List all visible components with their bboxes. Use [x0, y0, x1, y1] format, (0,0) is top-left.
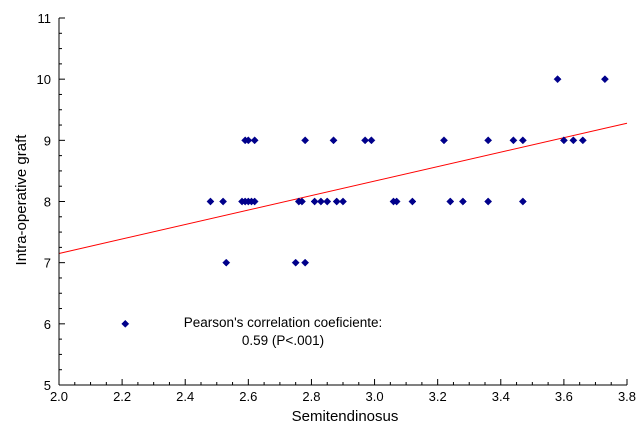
- data-point: [367, 136, 376, 145]
- data-point: [250, 197, 259, 206]
- data-point: [329, 136, 338, 145]
- x-tick-label: 3.4: [492, 389, 510, 404]
- x-tick-label: 3.0: [366, 389, 384, 404]
- data-point: [484, 136, 493, 145]
- y-axis-title: Intra-operative graft: [13, 134, 30, 266]
- data-point: [458, 197, 467, 206]
- data-point: [323, 197, 332, 206]
- data-point: [244, 136, 253, 145]
- data-point: [559, 136, 568, 145]
- y-tick-label: 5: [44, 378, 51, 393]
- data-point: [250, 136, 259, 145]
- data-point: [222, 258, 231, 267]
- x-tick-label: 3.2: [429, 389, 447, 404]
- data-point: [361, 136, 370, 145]
- data-point: [206, 197, 215, 206]
- x-tick-label: 2.0: [50, 389, 68, 404]
- trendline-layer: [58, 122, 628, 254]
- regression-line: [58, 122, 628, 254]
- data-point: [578, 136, 587, 145]
- annotation-line-1: Pearson's correlation coeficiente:: [184, 315, 382, 330]
- data-point: [291, 258, 300, 267]
- data-point: [301, 258, 310, 267]
- x-tick-label: 2.8: [302, 389, 320, 404]
- data-point: [509, 136, 518, 145]
- data-point: [446, 197, 455, 206]
- data-point: [332, 197, 341, 206]
- data-point: [569, 136, 578, 145]
- data-point: [316, 197, 325, 206]
- y-tick-label: 8: [44, 195, 51, 210]
- data-point: [484, 197, 493, 206]
- data-point: [310, 197, 319, 206]
- data-point: [298, 197, 306, 206]
- correlation-annotation: Pearson's correlation coeficiente: 0.59 …: [184, 315, 382, 348]
- x-tick-label: 2.6: [239, 389, 257, 404]
- data-point: [518, 197, 527, 206]
- y-tick-label: 6: [44, 317, 51, 332]
- y-tick-label: 10: [37, 72, 51, 87]
- data-point: [121, 319, 130, 328]
- x-tick-label: 2.4: [176, 389, 194, 404]
- data-point: [339, 197, 347, 206]
- data-point: [301, 136, 310, 145]
- data-point: [553, 75, 562, 84]
- x-axis-title: Semitendinosus: [292, 408, 399, 425]
- annotation-line-2: 0.59 (P<.001): [242, 333, 324, 348]
- data-point: [600, 75, 609, 84]
- data-point: [219, 197, 228, 206]
- data-point: [518, 136, 527, 145]
- x-tick-label: 3.8: [618, 389, 636, 404]
- data-points: [121, 75, 609, 328]
- data-point: [408, 197, 417, 206]
- y-tick-label: 11: [38, 11, 52, 26]
- x-tick-label: 3.6: [555, 389, 573, 404]
- axes: 2.0 2.2 2.4 2.6 2.8 3.0 3.2 3.4 3.6 3.8 5 6 7 8 9 10 11: [37, 11, 637, 404]
- x-tick-label: 2.2: [113, 389, 131, 404]
- y-tick-label: 7: [44, 256, 51, 271]
- data-point: [392, 197, 401, 206]
- data-point: [440, 136, 448, 145]
- y-tick-label: 9: [44, 133, 51, 148]
